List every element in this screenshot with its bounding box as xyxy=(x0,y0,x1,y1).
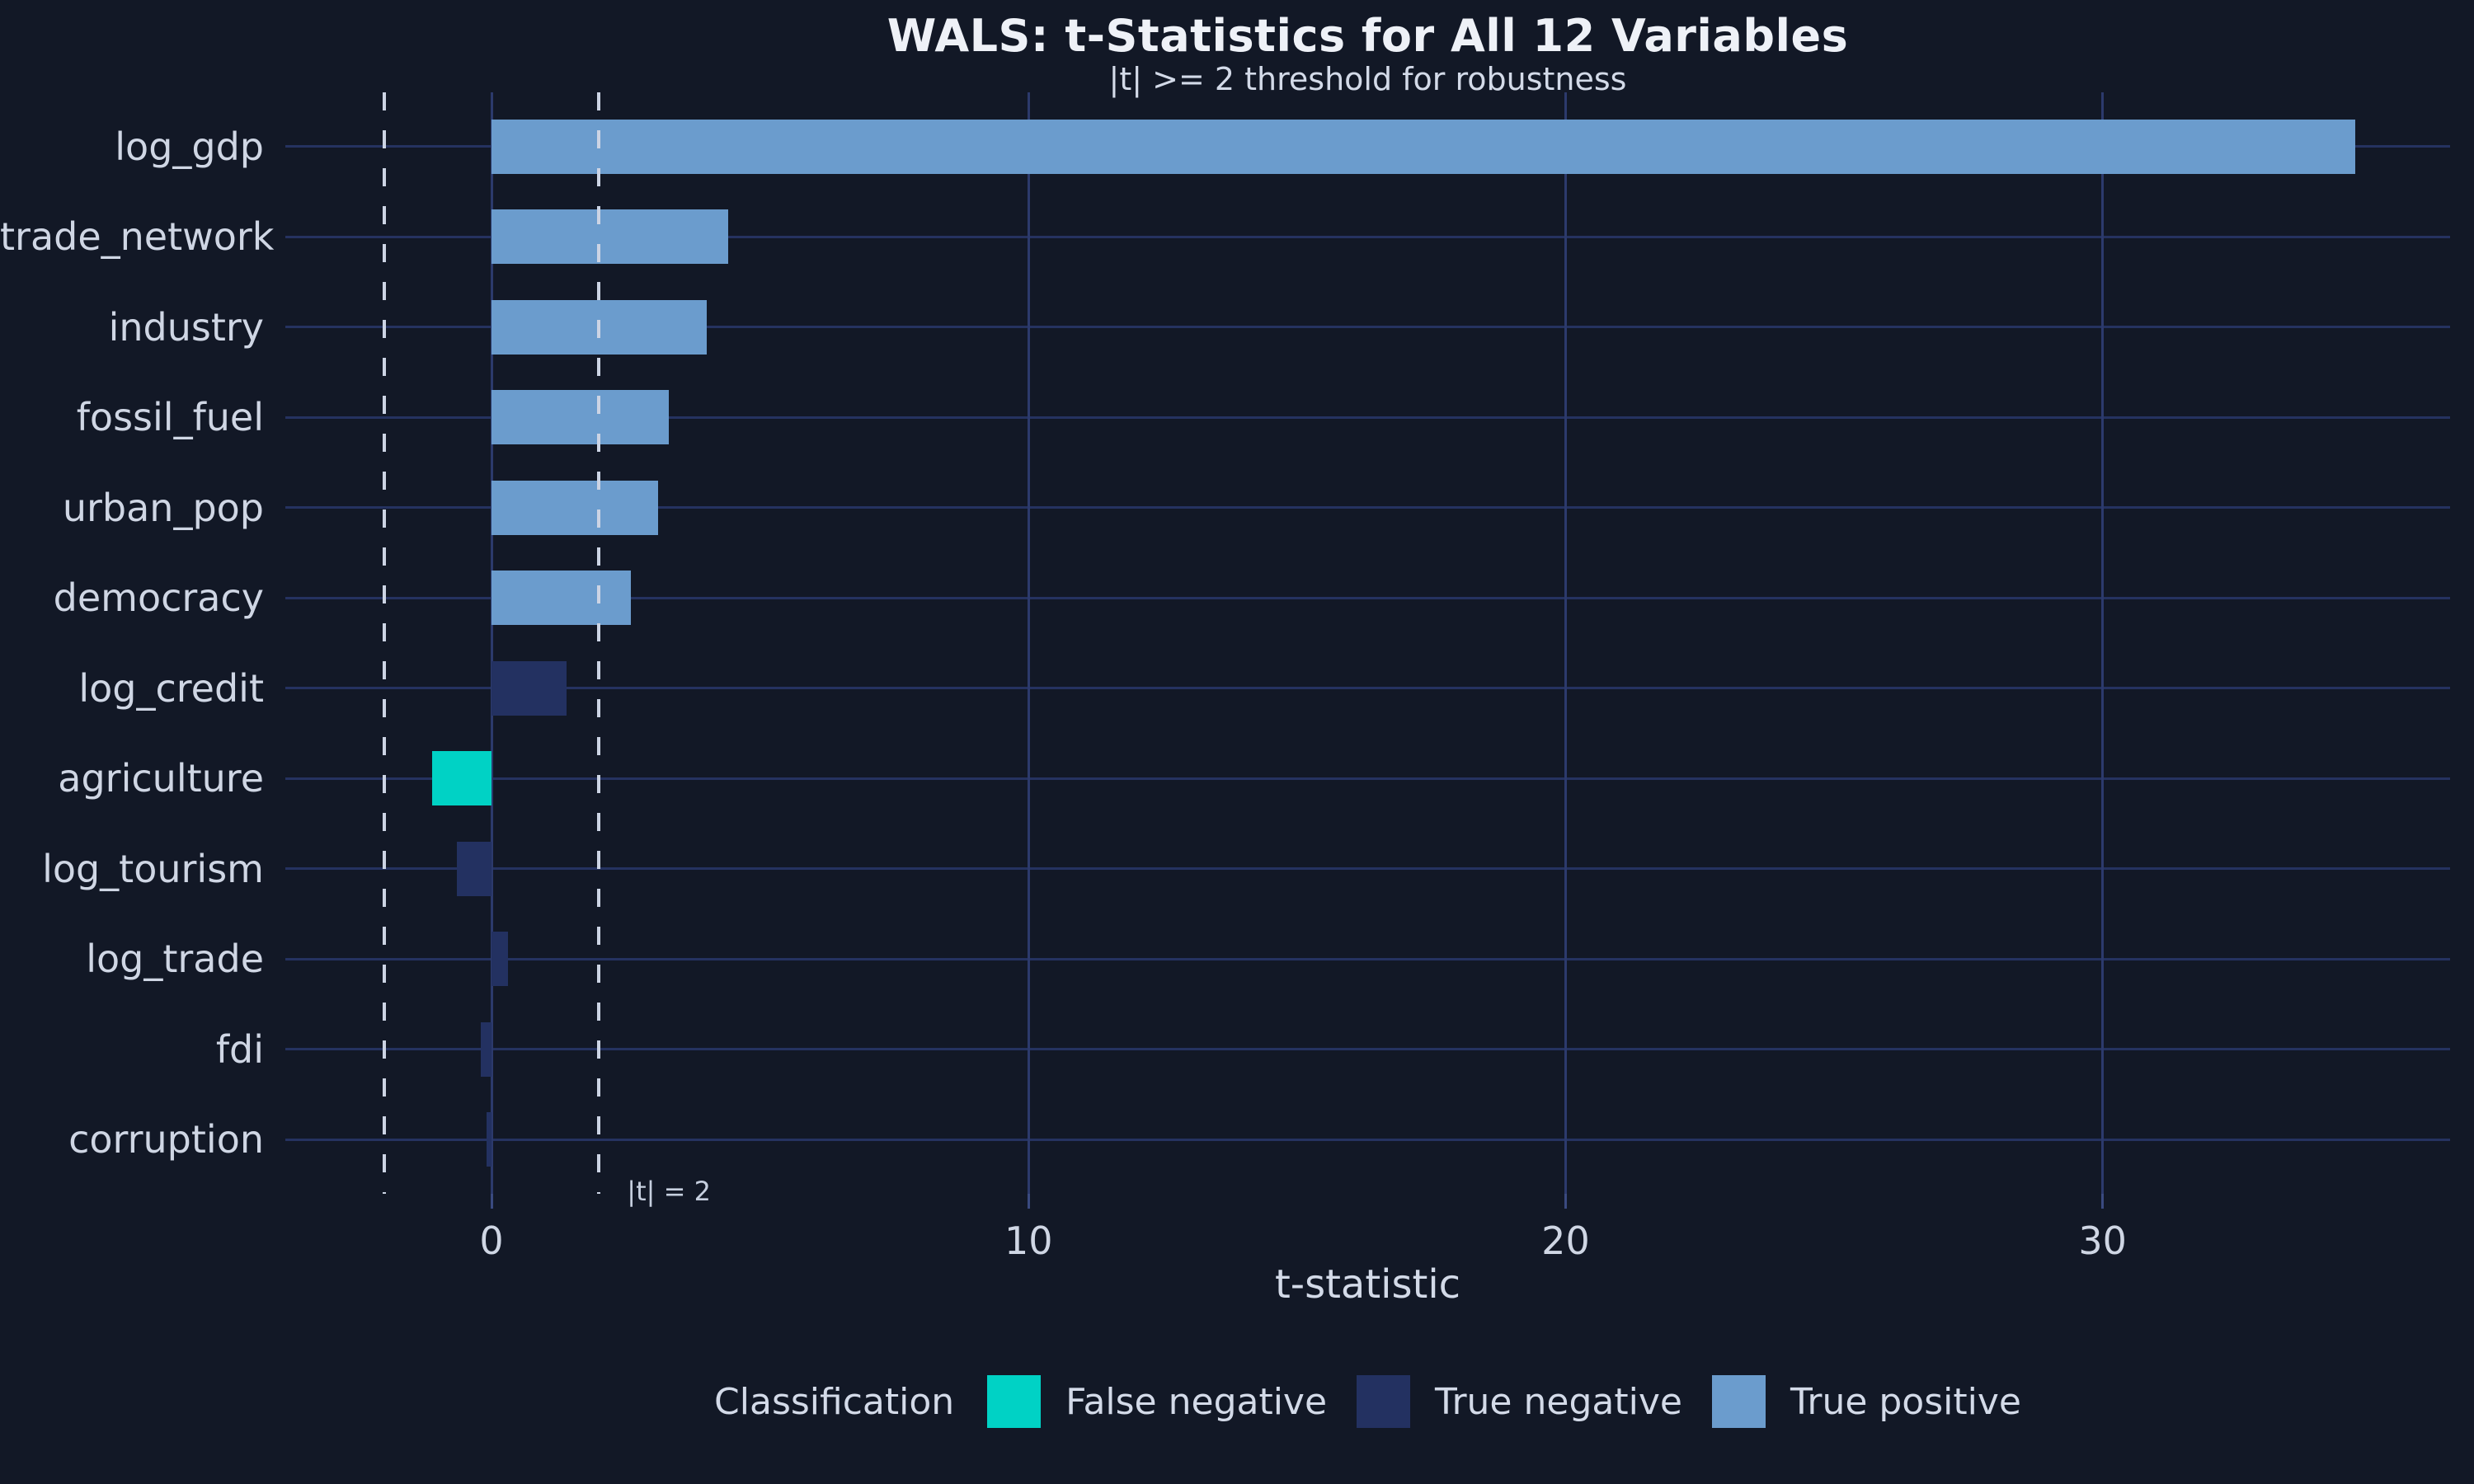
bar-log_trade xyxy=(492,932,508,987)
gridline-row-log_credit xyxy=(285,687,2450,690)
y-axis-label-log_gdp: log_gdp xyxy=(115,124,264,169)
gridline-row-agriculture xyxy=(285,777,2450,780)
x-tick-mark-30 xyxy=(2101,1194,2105,1209)
legend-label: False negative xyxy=(1065,1380,1328,1423)
gridline-x-0 xyxy=(490,92,493,1194)
threshold-annotation: |t| = 2 xyxy=(627,1176,711,1207)
bar-log_credit xyxy=(492,660,567,716)
x-tick-label-20: 20 xyxy=(1541,1219,1590,1263)
x-axis-title: t-statistic xyxy=(1274,1261,1461,1308)
gridline-x-10 xyxy=(1027,92,1030,1194)
bar-trade_network xyxy=(492,209,728,265)
legend-item-true-negative: True negative xyxy=(1357,1375,1682,1428)
gridline-row-log_trade xyxy=(285,957,2450,960)
x-tick-mark-0 xyxy=(490,1194,493,1209)
y-axis-label-log_tourism: log_tourism xyxy=(42,846,264,891)
bar-fossil_fuel xyxy=(492,390,669,445)
gridline-row-fossil_fuel xyxy=(285,416,2450,419)
bar-log_gdp xyxy=(492,119,2355,174)
y-axis-label-industry: industry xyxy=(108,304,264,350)
gridline-x-20 xyxy=(1564,92,1567,1194)
bar-log_tourism xyxy=(456,841,492,896)
bar-urban_pop xyxy=(492,480,658,535)
y-axis-label-democracy: democracy xyxy=(53,575,264,621)
x-tick-mark-10 xyxy=(1027,1194,1030,1209)
y-axis-label-fossil_fuel: fossil_fuel xyxy=(76,395,264,440)
y-axis-label-fdi: fdi xyxy=(215,1026,264,1072)
bar-democracy xyxy=(492,571,632,626)
legend-swatch-true-negative xyxy=(1357,1375,1411,1428)
legend-title: Classification xyxy=(714,1380,955,1423)
gridline-row-fdi xyxy=(285,1048,2450,1051)
legend-swatch-false-negative xyxy=(987,1375,1042,1428)
legend-label: True negative xyxy=(1435,1380,1682,1423)
y-axis-label-trade_network: trade_network xyxy=(0,214,275,260)
y-axis-label-urban_pop: urban_pop xyxy=(62,485,264,530)
x-tick-mark-20 xyxy=(1564,1194,1567,1209)
bar-agriculture xyxy=(432,751,492,806)
chart-title: WALS: t-Statistics for All 12 Variables xyxy=(887,10,1849,62)
legend-item-true-positive: True positive xyxy=(1711,1375,2021,1428)
threshold-line--2 xyxy=(382,92,386,1194)
plot-panel xyxy=(285,92,2450,1194)
y-axis-label-agriculture: agriculture xyxy=(58,756,264,801)
threshold-line-2 xyxy=(597,92,601,1194)
y-axis-label-log_trade: log_trade xyxy=(86,937,264,982)
gridline-row-urban_pop xyxy=(285,506,2450,510)
legend-item-false-negative: False negative xyxy=(987,1375,1327,1428)
y-axis-label-log_credit: log_credit xyxy=(78,665,264,711)
gridline-row-democracy xyxy=(285,596,2450,599)
legend-label: True positive xyxy=(1790,1380,2021,1423)
x-tick-label-10: 10 xyxy=(1004,1219,1053,1263)
gridline-row-log_tourism xyxy=(285,867,2450,871)
gridline-row-industry xyxy=(285,326,2450,329)
x-tick-label-30: 30 xyxy=(2078,1219,2127,1263)
legend: Classification False negative True negati… xyxy=(285,1375,2450,1428)
gridline-row-corruption xyxy=(285,1138,2450,1141)
chart-subtitle: |t| >= 2 threshold for robustness xyxy=(1108,61,1627,97)
y-axis-label-corruption: corruption xyxy=(68,1117,264,1162)
gridline-x-30 xyxy=(2101,92,2105,1194)
gridline-row-trade_network xyxy=(285,235,2450,238)
legend-swatch-true-positive xyxy=(1711,1375,1766,1428)
bar-corruption xyxy=(486,1112,492,1167)
bar-fdi xyxy=(481,1021,492,1077)
x-tick-label-0: 0 xyxy=(479,1219,504,1263)
